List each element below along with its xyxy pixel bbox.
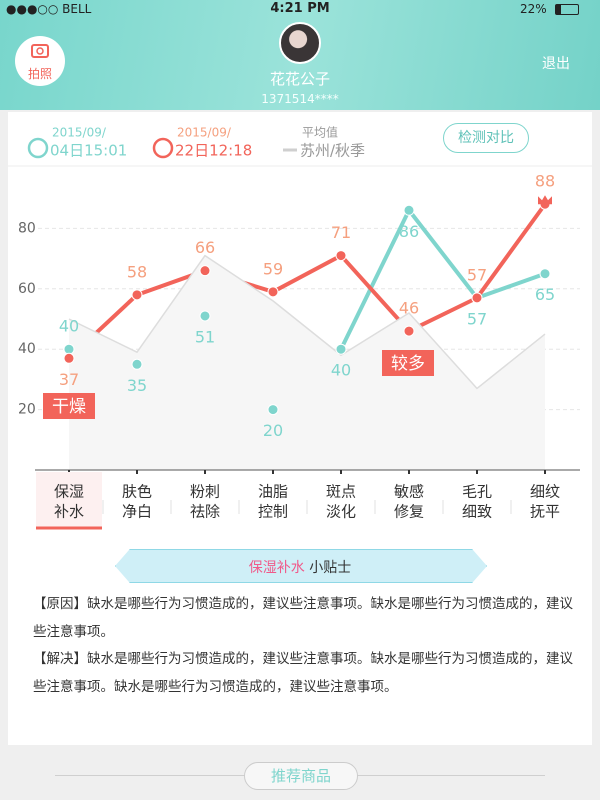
x-tick-label: 毛孔 — [462, 483, 492, 501]
point — [267, 286, 279, 298]
point — [131, 358, 143, 370]
tips-suffix: 小贴士 — [309, 560, 352, 576]
point — [63, 352, 75, 364]
point — [539, 268, 551, 280]
x-tick-label: 细致 — [462, 503, 492, 521]
battery-icon — [555, 4, 579, 15]
data-label: 35 — [127, 376, 147, 395]
x-tick-label: 保湿 — [54, 483, 84, 501]
point — [131, 289, 143, 301]
data-label: 57 — [467, 265, 487, 284]
legend-label: 22日12:18 — [175, 142, 252, 160]
recommend-button[interactable]: 推荐商品 — [244, 762, 358, 790]
data-label: 40 — [331, 361, 351, 380]
legend-label: 04日15:01 — [50, 142, 127, 160]
y-tick-label: 20 — [18, 402, 36, 418]
tips-body: 【原因】缺水是哪些行为习惯造成的，建议些注意事项。缺水是哪些行为习惯造成的，建议… — [33, 591, 573, 701]
legend-label: 平均值 — [302, 125, 338, 140]
x-tick-label: 肤色 — [122, 483, 152, 501]
crown-icon — [538, 195, 552, 205]
battery: 22% — [520, 2, 547, 16]
logout[interactable]: 退出 — [542, 56, 570, 72]
point — [471, 292, 483, 304]
data-label: 58 — [127, 262, 147, 281]
point — [63, 343, 75, 355]
camera-button[interactable]: 拍照 — [15, 36, 65, 86]
x-tick-label: 斑点 — [326, 483, 356, 501]
compare-button[interactable]: 检测对比 — [443, 123, 529, 153]
chart: 2015/09/04日15:01 2015/09/22日12:18 平均值苏州/秋季… — [8, 125, 592, 530]
tips-banner — [115, 549, 487, 583]
x-tick-label: 敏感 — [394, 483, 424, 501]
tips-paragraph: 【原因】缺水是哪些行为习惯造成的，建议些注意事项。缺水是哪些行为习惯造成的，建议… — [33, 596, 573, 640]
legend-label: 2015/09/ — [177, 126, 232, 140]
point — [199, 310, 211, 322]
legend-label: 苏州/秋季 — [300, 142, 365, 160]
area — [69, 255, 545, 470]
tips-heading: 保湿补水 小贴士 — [115, 557, 485, 577]
camera-label: 拍照 — [27, 67, 52, 81]
x-tick-label: 补水 — [54, 503, 84, 521]
data-label: 20 — [263, 421, 283, 440]
annotation: 干燥 — [52, 397, 86, 417]
data-label: 40 — [59, 317, 79, 336]
x-tick-label: 细纹 — [530, 483, 560, 501]
y-tick-label: 80 — [18, 220, 36, 236]
point — [267, 404, 279, 416]
line — [68, 254, 546, 390]
annotation-box — [382, 350, 434, 376]
point — [335, 250, 347, 262]
x-tick-label: 淡化 — [326, 503, 356, 521]
x-tick-label: 净白 — [122, 503, 152, 521]
legend-label: 2015/09/ — [52, 126, 107, 140]
tips-paragraph: 【解决】缺水是哪些行为习惯造成的，建议些注意事项。缺水是哪些行为习惯造成的，建议… — [33, 651, 573, 695]
data-label: 59 — [263, 259, 283, 278]
data-label: 86 — [399, 222, 419, 241]
line — [67, 203, 547, 360]
avatar[interactable] — [279, 22, 321, 64]
y-tick-label: 40 — [18, 341, 36, 357]
y-tick-label: 60 — [18, 281, 36, 297]
point — [335, 343, 347, 355]
point — [403, 204, 415, 216]
x-tick-label: 油脂 — [258, 483, 288, 501]
data-label: 57 — [467, 309, 487, 328]
data-label: 51 — [195, 327, 215, 346]
data-label: 37 — [59, 370, 79, 389]
data-label: 46 — [399, 299, 419, 318]
legend-swatch — [27, 137, 49, 159]
x-tick-label: 抚平 — [530, 503, 560, 521]
data-label: 71 — [331, 223, 351, 242]
x-tick-label: 修复 — [394, 503, 424, 521]
x-tick-label: 粉刺 — [190, 483, 220, 501]
annotation-box — [43, 393, 95, 419]
phone: 1371514**** — [261, 92, 339, 106]
point — [199, 265, 211, 277]
camera-icon — [31, 44, 49, 58]
annotation: 较多 — [391, 354, 425, 374]
point — [403, 325, 415, 337]
tips-title: 保湿补水 — [248, 560, 305, 576]
x-tick-label: 祛除 — [190, 503, 220, 521]
user-name: 花花公子 — [269, 70, 330, 88]
data-label: 65 — [535, 285, 555, 304]
x-tick-label: 控制 — [258, 503, 288, 521]
data-label: 88 — [535, 172, 555, 191]
legend-swatch — [152, 137, 174, 159]
data-label: 66 — [195, 238, 215, 257]
carrier: ●●●○○ BELL — [6, 2, 92, 16]
tab-selected — [36, 472, 102, 528]
clock: 4:21 PM — [270, 1, 330, 16]
